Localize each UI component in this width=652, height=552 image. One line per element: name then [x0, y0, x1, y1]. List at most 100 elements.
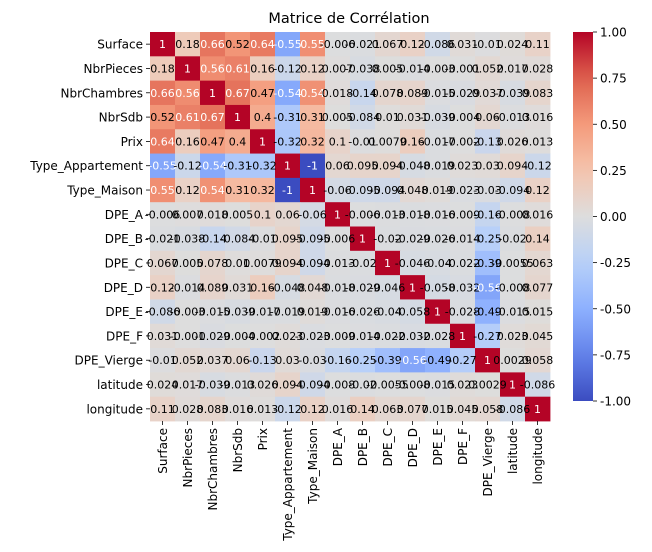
heatmap-cell — [150, 177, 176, 203]
cell-value-label: -0.27 — [448, 354, 476, 367]
cell-value-label: 0.058 — [522, 354, 554, 367]
cell-value-label: -0.039 — [220, 306, 255, 319]
heatmap-cell — [350, 32, 376, 57]
cell-value-label: 0.094 — [272, 379, 304, 392]
heatmap-cell — [300, 32, 326, 57]
heatmap-cell — [500, 80, 526, 106]
heatmap-cell — [400, 104, 426, 130]
cell-value-label: 0.031 — [222, 281, 254, 294]
row-label: longitude — [86, 402, 143, 416]
column-label: Prix — [256, 428, 270, 450]
cell-value-label: -0.094 — [295, 379, 330, 392]
cell-value-label: -0.021 — [345, 38, 380, 51]
colorbar-tick-label: -1.00 — [600, 395, 631, 409]
colorbar-gradient — [573, 32, 593, 401]
cell-value-label: 1 — [259, 135, 266, 148]
heatmap-cell — [350, 153, 376, 179]
cell-value-label: 0.0079 — [368, 135, 407, 148]
heatmap-cell — [350, 348, 376, 373]
heatmap-cell — [450, 226, 476, 252]
cell-value-label: -0.01 — [473, 38, 501, 51]
heatmap-cell — [350, 104, 376, 130]
heatmap-cell — [225, 129, 251, 154]
heatmap-cell — [525, 56, 551, 82]
heatmap-cell — [225, 348, 251, 373]
heatmap-cell — [450, 202, 476, 227]
column-label: DPE_Vierge — [481, 428, 495, 496]
heatmap-cell — [350, 299, 376, 325]
cell-value-label: 0.14 — [525, 233, 550, 246]
cell-value-label: -0.048 — [270, 281, 305, 294]
heatmap-cell — [375, 177, 401, 203]
cell-value-label: -0.01 — [348, 135, 376, 148]
heatmap-cell — [275, 202, 301, 227]
cell-value-label: -0.001 — [445, 62, 480, 75]
column-label: NbrPieces — [181, 428, 195, 487]
cell-value-label: -0.022 — [370, 330, 405, 343]
cell-value-label: -0.017 — [245, 306, 280, 319]
heatmap-cell — [475, 323, 501, 349]
heatmap-cell — [500, 104, 526, 130]
heatmap-cell — [150, 129, 176, 154]
cell-value-label: 0.031 — [147, 330, 179, 343]
heatmap-cell — [150, 56, 176, 82]
heatmap-cell — [300, 129, 326, 154]
cell-value-label: -0.014 — [345, 330, 380, 343]
cell-value-label: 1 — [384, 257, 391, 270]
heatmap-cell — [250, 348, 276, 373]
cell-value-label: 0.47 — [200, 135, 225, 148]
heatmap-cell — [325, 226, 351, 252]
row-label: DPE_E — [105, 305, 143, 319]
row-label: Prix — [121, 135, 143, 149]
cell-value-label: -0.094 — [370, 184, 405, 197]
heatmap-cell — [300, 299, 326, 325]
heatmap-cell — [375, 104, 401, 130]
heatmap-cell — [225, 250, 251, 276]
heatmap-cell — [525, 104, 551, 130]
heatmap-cell — [375, 396, 401, 422]
column-label: DPE_E — [431, 428, 445, 466]
heatmap-cell — [475, 56, 501, 82]
cell-value-label: 1 — [359, 233, 366, 246]
heatmap-cell — [525, 202, 551, 227]
heatmap-cell-labels: 1 0.18 0.66 0.52 0.64-0.550.55-0.006-0.0210.… — [145, 38, 555, 416]
cell-value-label: 0.64 — [150, 135, 175, 148]
cell-value-label: -0.04 — [423, 257, 451, 270]
cell-value-label: 0.67 — [225, 87, 250, 100]
heatmap-cell — [325, 202, 351, 227]
heatmap-cell — [325, 299, 351, 325]
heatmap-cell — [400, 299, 426, 325]
cell-value-label: 1 — [459, 330, 466, 343]
heatmap-cell — [300, 226, 326, 252]
cell-value-label: -0.006 — [145, 208, 180, 221]
heatmap-cell — [450, 32, 476, 57]
heatmap-cell — [350, 202, 376, 227]
heatmap-cell — [325, 396, 351, 422]
heatmap-cell — [425, 129, 451, 154]
cell-value-label: -0.029 — [395, 233, 430, 246]
heatmap-cell — [225, 275, 251, 300]
heatmap-cell — [250, 323, 276, 349]
cell-value-label: -0.25 — [348, 354, 376, 367]
cell-value-label: -1 — [282, 184, 293, 197]
heatmap-cell — [150, 299, 176, 325]
row-label: DPE_B — [105, 232, 143, 246]
cell-value-label: -0.13 — [473, 135, 501, 148]
heatmap-cell — [250, 32, 276, 57]
heatmap-cell — [250, 226, 276, 252]
cell-value-label: 1 — [509, 379, 516, 392]
cell-value-label: 0.016 — [222, 403, 254, 416]
heatmap-cell — [375, 275, 401, 300]
cell-value-label: -0.013 — [370, 208, 405, 221]
cell-value-label: 0.024 — [497, 38, 529, 51]
heatmap-cell — [375, 226, 401, 252]
cell-value-label: 0.12 — [300, 62, 325, 75]
heatmap-cell — [175, 396, 201, 422]
cell-value-label: 0.54 — [200, 184, 225, 197]
cell-value-label: 0.063 — [522, 257, 554, 270]
heatmap-cell — [250, 299, 276, 325]
cell-value-label: -0.094 — [495, 184, 530, 197]
cell-value-label: 1 — [534, 403, 541, 416]
heatmap-cell — [150, 202, 176, 227]
cell-value-label: 0.06 — [275, 208, 300, 221]
